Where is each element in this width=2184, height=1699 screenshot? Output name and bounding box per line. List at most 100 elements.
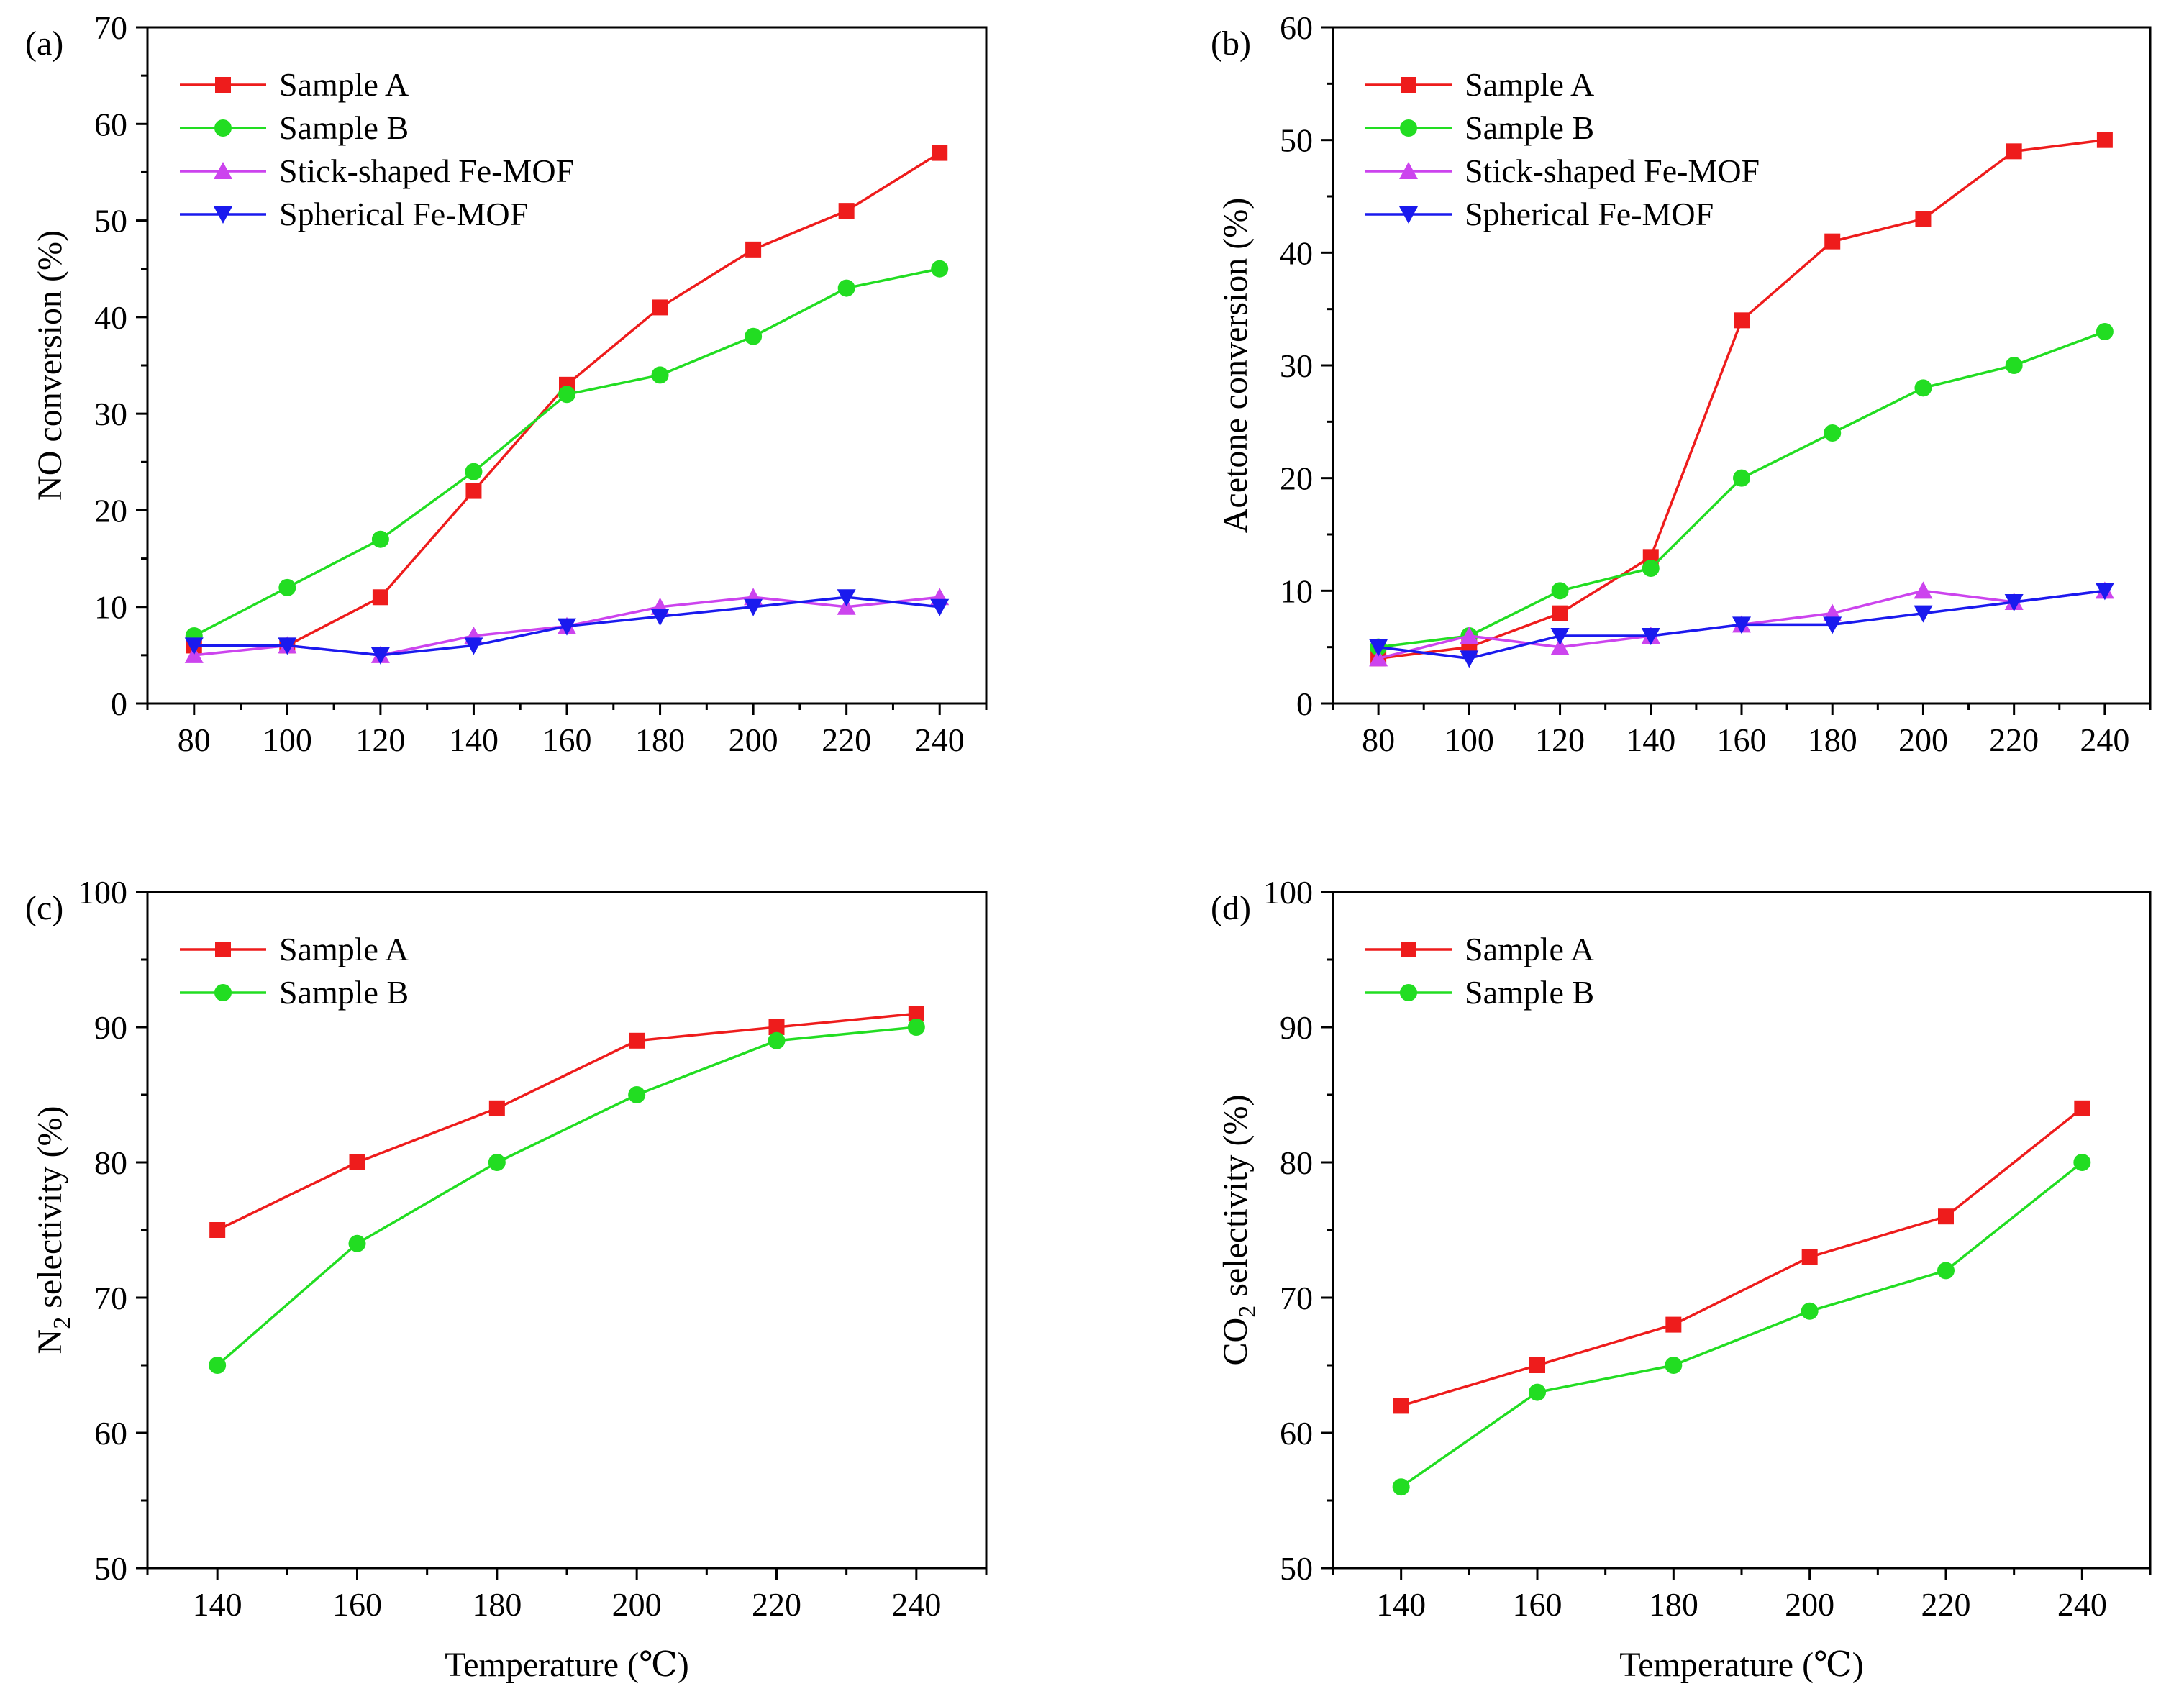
panel-label: (c) xyxy=(25,889,63,927)
legend-label: Stick-shaped Fe-MOF xyxy=(1465,152,1760,189)
data-point xyxy=(2006,143,2022,160)
y-tick-label: 50 xyxy=(94,1550,127,1587)
plot-frame xyxy=(1332,891,2152,1570)
legend-marker xyxy=(214,119,232,137)
data-point xyxy=(744,598,763,616)
data-point xyxy=(931,260,949,278)
data-point xyxy=(1937,1262,1955,1280)
legend-marker xyxy=(214,984,232,1001)
legend-label: Stick-shaped Fe-MOF xyxy=(279,152,574,189)
x-tick-label: 140 xyxy=(193,1586,242,1623)
y-tick-label: 70 xyxy=(94,9,127,46)
data-point xyxy=(652,299,668,316)
data-point xyxy=(1824,424,1842,442)
data-point xyxy=(372,589,388,606)
x-tick-label: 160 xyxy=(332,1586,382,1623)
chart-panel: 80 100 120 140 160 180 200 220 240 0 10 20 30 40 50 60 (… xyxy=(1211,9,2152,758)
y-axis-title-main: CO xyxy=(1216,1318,1255,1366)
data-point xyxy=(1823,616,1842,634)
y-tick-label: 10 xyxy=(94,589,127,626)
y-tick-label: 60 xyxy=(1280,9,1313,46)
y-tick-label: 50 xyxy=(1280,1550,1313,1587)
y-axis-title: NO conversion (%) xyxy=(31,230,69,501)
data-point xyxy=(1369,649,1388,667)
y-axis-title-suffix: selectivity (%) xyxy=(31,1106,69,1317)
y-tick-label: 30 xyxy=(94,396,127,432)
data-point xyxy=(370,647,390,665)
y-tick-label: 80 xyxy=(1280,1144,1313,1181)
legend-label: Sample A xyxy=(279,931,409,967)
x-tick-label: 180 xyxy=(1808,721,1857,758)
series xyxy=(1370,323,2114,656)
data-point xyxy=(768,1019,785,1035)
data-point xyxy=(465,483,482,499)
data-point xyxy=(650,609,670,627)
data-point xyxy=(1641,628,1660,645)
y-tick-label: 0 xyxy=(111,685,127,722)
x-tick-label: 180 xyxy=(635,721,685,758)
x-tick-label: 160 xyxy=(1513,1586,1562,1623)
data-point xyxy=(2096,132,2113,148)
x-tick-label: 80 xyxy=(178,721,211,758)
data-point xyxy=(348,1234,366,1252)
data-point xyxy=(1732,616,1751,634)
data-point xyxy=(837,279,855,297)
data-point xyxy=(349,1154,365,1170)
panel-label: (b) xyxy=(1211,24,1251,63)
chart-panel: 140 160 180 200 220 240 50 60 70 80 90 100 (d) CO2 se… xyxy=(1211,874,2152,1684)
legend-label: Spherical Fe-MOF xyxy=(279,196,528,232)
data-point xyxy=(1801,1302,1819,1320)
x-tick-label: 220 xyxy=(752,1586,801,1623)
x-tick-label: 160 xyxy=(1717,721,1767,758)
series-line xyxy=(1400,1161,2083,1488)
data-point xyxy=(628,1086,646,1103)
data-point xyxy=(1529,1357,1545,1373)
x-tick-label: 200 xyxy=(1785,1586,1834,1623)
series-line xyxy=(217,1026,917,1367)
data-point xyxy=(2096,323,2114,340)
y-tick-label: 40 xyxy=(1280,234,1313,271)
legend: Sample A Sample B xyxy=(1365,931,1594,1011)
x-tick-label: 200 xyxy=(729,721,778,758)
chart-panel: 140 160 180 200 220 240 50 60 70 80 90 100 (c) N2 sel… xyxy=(25,874,988,1684)
data-point xyxy=(1914,581,1933,599)
legend-label: Sample B xyxy=(279,974,409,1011)
y-tick-label: 70 xyxy=(94,1280,127,1316)
y-tick-label: 50 xyxy=(94,203,127,240)
x-tick-label: 240 xyxy=(891,1586,941,1623)
legend: Sample A Sample B Stick-shaped Fe-MOF Spher… xyxy=(1365,66,1760,232)
data-point xyxy=(1529,1383,1546,1401)
data-point xyxy=(1369,639,1388,657)
legend-marker xyxy=(1401,77,1416,93)
series xyxy=(1392,1154,2091,1496)
y-axis-title: Acetone conversion (%) xyxy=(1216,198,1255,533)
data-point xyxy=(1550,628,1570,645)
y-tick-label: 80 xyxy=(94,1144,127,1181)
data-point xyxy=(371,530,389,548)
data-point xyxy=(1914,605,1933,623)
legend-marker xyxy=(1399,206,1418,224)
legend-marker xyxy=(215,77,231,93)
x-tick-label: 160 xyxy=(542,721,592,758)
x-tick-label: 80 xyxy=(1362,721,1395,758)
x-tick-label: 240 xyxy=(2080,721,2129,758)
x-axis-title: Temperature (℃) xyxy=(445,1646,689,1684)
data-point xyxy=(2005,357,2023,374)
y-tick-label: 30 xyxy=(1280,347,1313,384)
x-tick-label: 100 xyxy=(1444,721,1494,758)
x-tick-label: 200 xyxy=(1898,721,1948,758)
data-point xyxy=(907,1019,925,1036)
x-tick-label: 140 xyxy=(449,721,499,758)
data-point xyxy=(488,1154,506,1171)
data-point xyxy=(1552,605,1568,621)
x-tick-label: 180 xyxy=(472,1586,522,1623)
y-tick-label: 100 xyxy=(78,874,127,911)
data-point xyxy=(1734,312,1750,329)
y-axis-title-main: NO conversion (%) xyxy=(31,230,69,501)
data-point xyxy=(558,386,575,404)
x-tick-label: 240 xyxy=(2057,1586,2107,1623)
data-point xyxy=(1914,379,1932,397)
y-axis-title-subscript: 2 xyxy=(1234,1306,1261,1318)
data-point xyxy=(1665,1357,1683,1374)
